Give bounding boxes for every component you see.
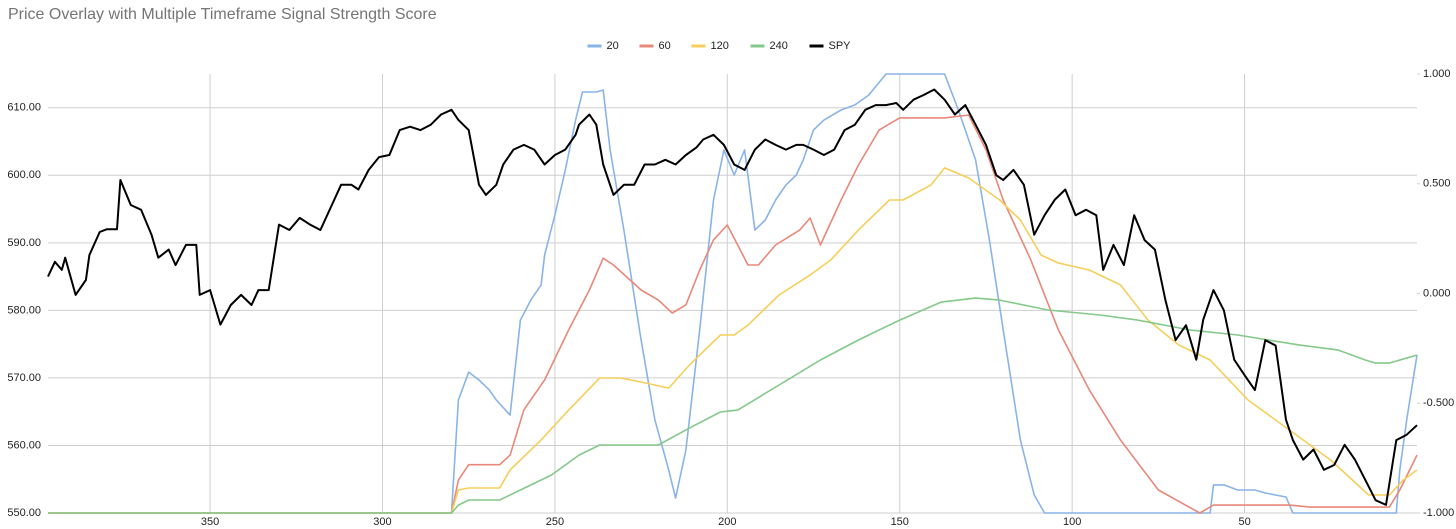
series-line	[48, 167, 1418, 514]
x-tick-label: 150	[891, 516, 909, 528]
x-tick-label: 50	[1238, 516, 1250, 528]
y-tick-label: 600.00	[7, 169, 41, 181]
y-tick-label: 610.00	[7, 102, 41, 114]
x-tick-label: 350	[201, 516, 219, 528]
y2-tick-label: -0.500	[1423, 397, 1454, 409]
y2-tick-label: -1.000	[1423, 507, 1454, 519]
legend-label: 60	[659, 40, 671, 52]
y2-tick-label: 0.500	[1423, 178, 1451, 190]
y-tick-label: 550.00	[7, 507, 41, 519]
chart-title: Price Overlay with Multiple Timeframe Si…	[8, 6, 437, 23]
y-tick-label: 560.00	[7, 439, 41, 451]
x-tick-label: 200	[718, 516, 736, 528]
series-line	[47, 88, 1418, 506]
y-tick-label: 590.00	[7, 237, 41, 249]
x-tick-label: 250	[546, 516, 564, 528]
y2-tick-label: 1.000	[1423, 68, 1451, 80]
legend-label: SPY	[829, 40, 852, 52]
x-tick-label: 300	[373, 516, 391, 528]
series-line	[48, 73, 1418, 514]
legend-label: 120	[711, 40, 729, 52]
y2-tick-label: 0.000	[1423, 287, 1451, 299]
legend-label: 20	[607, 40, 619, 52]
y-tick-label: 570.00	[7, 372, 41, 384]
y-tick-label: 580.00	[7, 304, 41, 316]
series-line	[48, 114, 1418, 514]
series-line	[48, 297, 1418, 514]
x-tick-label: 100	[1063, 516, 1081, 528]
legend-label: 240	[770, 40, 788, 52]
